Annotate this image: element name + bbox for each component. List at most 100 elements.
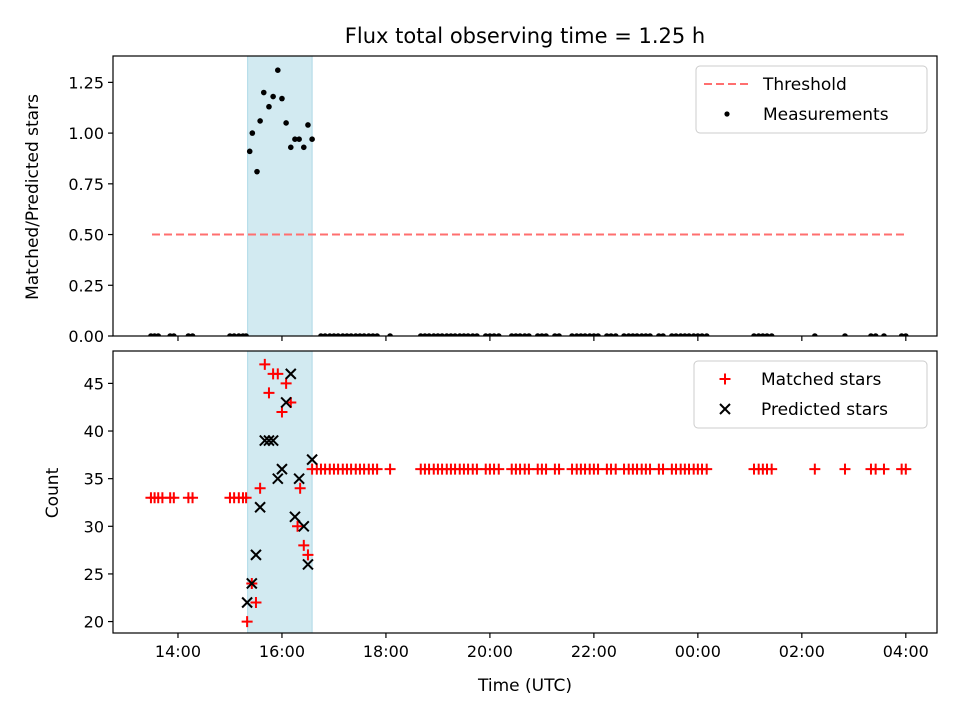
measurements-point — [868, 333, 874, 336]
legend-key-measurements — [724, 111, 730, 117]
y-tick-label: 1.00 — [68, 124, 104, 143]
measurements-point — [365, 333, 372, 336]
bottom-panel: 20 25 30 35 40 45 14:00 16:00 18:00 20:00 22:00 00:… — [84, 350, 938, 661]
observing-window-span — [247, 350, 313, 634]
y-tick-label: 0.75 — [68, 175, 104, 194]
measurements-point — [305, 122, 311, 128]
matched-stars-point — [241, 616, 253, 628]
measurements-point — [443, 333, 450, 336]
plot-area — [148, 67, 909, 336]
measurements-point — [881, 333, 887, 336]
measurements-point — [898, 333, 905, 336]
measurements-point — [513, 333, 519, 336]
measurements-point — [292, 136, 298, 142]
measurements-point — [469, 333, 476, 336]
measurements-point — [243, 333, 249, 336]
measurements-point — [236, 333, 242, 336]
matched-stars-point — [878, 463, 890, 475]
measurements-point — [677, 333, 684, 336]
measurements-point — [543, 333, 549, 336]
measurements-point — [300, 144, 307, 151]
measurements-point — [352, 333, 359, 336]
x-tick-label: 16:00 — [259, 642, 305, 661]
measurements-point — [287, 144, 294, 151]
measurements-point — [656, 333, 662, 336]
measurements-point — [422, 333, 428, 336]
measurements-point — [417, 333, 424, 336]
legend-box — [693, 360, 928, 429]
measurements-point — [439, 333, 445, 336]
predicted-stars-point — [293, 472, 305, 485]
legend-label-measurements: Measurements — [763, 105, 889, 125]
matched-stars-point — [292, 520, 304, 532]
measurements-point — [348, 333, 354, 336]
matched-stars-point — [294, 482, 306, 494]
x-tick-label: 22:00 — [571, 642, 617, 661]
measurements-point — [768, 333, 775, 336]
measurements-point — [171, 333, 177, 336]
measurements-point — [254, 168, 260, 175]
measurements-point — [699, 333, 705, 336]
matched-stars-point — [302, 549, 314, 561]
measurements-point — [686, 333, 692, 336]
measurements-point — [495, 333, 502, 336]
measurements-point — [703, 333, 710, 336]
legend-key-matched-stars — [719, 373, 731, 385]
y-tick-label: 40 — [84, 422, 104, 441]
measurements-point — [569, 333, 575, 336]
measurements-point — [279, 95, 285, 102]
measurements-point — [387, 333, 393, 336]
matched-stars-point — [187, 492, 199, 504]
measurements-point — [435, 333, 441, 336]
measurements-point — [903, 333, 909, 336]
measurements-point — [326, 333, 333, 336]
x-tick-label: 14:00 — [155, 642, 201, 661]
measurements-point — [872, 333, 879, 336]
predicted-stars-point — [259, 434, 271, 447]
matched-stars-point — [553, 463, 565, 475]
measurements-point — [370, 333, 376, 336]
matched-stars-point — [371, 463, 383, 475]
observing-window-span — [247, 55, 313, 337]
matched-stars-point — [272, 368, 284, 380]
measurements-point — [309, 136, 315, 142]
y-tick-label: 1.25 — [68, 73, 104, 92]
measurements-point — [630, 333, 636, 336]
predicted-stars-point — [246, 577, 258, 590]
y-tick-label: 45 — [84, 374, 104, 393]
measurements-point — [257, 118, 263, 124]
measurements-point — [673, 333, 679, 336]
measurements-point — [296, 136, 302, 142]
matched-stars-point — [263, 387, 275, 399]
measurements-point — [573, 333, 580, 336]
matched-stars-point — [701, 463, 713, 475]
matched-stars-point — [276, 406, 288, 418]
predicted-stars-point — [280, 396, 292, 409]
measurements-point — [260, 89, 267, 96]
x-tick-label: 20:00 — [467, 642, 513, 661]
measurements-point — [695, 333, 701, 336]
matched-stars-point — [384, 463, 396, 475]
predicted-stars-point — [272, 472, 284, 485]
matched-stars-point — [259, 358, 271, 370]
measurements-point — [591, 333, 597, 336]
measurements-point — [270, 93, 276, 100]
measurements-point — [430, 333, 437, 336]
legend-key-predicted-stars — [719, 403, 731, 415]
x-tick-label: 02:00 — [779, 642, 825, 661]
predicted-stars-point — [306, 453, 318, 466]
matched-stars-point — [298, 539, 310, 551]
matched-stars-point — [168, 492, 180, 504]
axes-frame — [112, 55, 938, 337]
matched-stars-point — [809, 463, 821, 475]
measurements-point — [604, 333, 610, 336]
measurements-point — [357, 333, 363, 336]
measurements-point — [465, 333, 471, 336]
matched-stars-point — [254, 482, 266, 494]
measurements-point — [556, 333, 562, 336]
measurements-point — [452, 333, 458, 336]
measurements-point — [521, 333, 528, 336]
measurements-point — [189, 333, 196, 336]
bottom-y-axis-label: Count — [43, 467, 63, 518]
measurements-point — [842, 333, 848, 336]
